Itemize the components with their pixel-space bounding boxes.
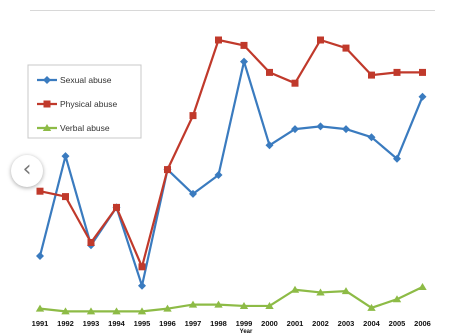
data-point-physical-abuse [62,193,69,201]
legend-items: Sexual abuse Physical abuse Verbal abuse [37,75,117,133]
data-point-physical-abuse [113,203,120,211]
data-point-verbal-abuse [86,307,96,315]
data-point-physical-abuse [266,68,273,76]
series-line-verbal-abuse [39,286,423,313]
series-line-physical-abuse [39,38,423,268]
legend: Sexual abuse Physical abuse Verbal abuse [27,64,142,139]
data-point-verbal-abuse [418,283,427,291]
data-point-sexual-abuse [393,154,401,163]
data-point-sexual-abuse [61,152,70,161]
previous-button[interactable]: ‹ [11,155,43,187]
data-point-verbal-abuse [61,307,70,315]
data-point-physical-abuse [87,239,95,246]
x-tick-label: 2005 [389,319,406,328]
x-tick-label: 1992 [57,319,74,328]
data-point-sexual-abuse [291,125,299,134]
legend-label: Physical abuse [60,99,117,109]
data-point-verbal-abuse [239,301,249,309]
x-tick-label: 2004 [363,319,381,328]
data-point-physical-abuse [189,112,197,120]
data-point-verbal-abuse [214,300,223,308]
x-axis-title: Year [240,329,253,335]
data-point-physical-abuse [36,187,44,195]
data-point-verbal-abuse [163,304,172,312]
data-point-verbal-abuse [290,285,300,293]
data-point-sexual-abuse [189,189,197,198]
data-point-verbal-abuse [341,287,351,295]
legend-marker [42,124,52,131]
x-tick-label: 2001 [287,319,304,328]
data-point-verbal-abuse [112,307,121,315]
x-tick-label: 1998 [210,319,227,328]
data-point-physical-abuse [317,36,324,44]
x-tick-label: 2002 [312,319,329,328]
data-point-verbal-abuse [316,288,325,296]
legend-label: Sexual abuse [60,75,112,85]
data-point-verbal-abuse [265,301,274,309]
x-tick-label: 2000 [261,319,278,328]
data-point-sexual-abuse [265,141,274,150]
x-tick-label: 1996 [159,319,176,328]
data-point-physical-abuse [291,79,299,87]
data-point-sexual-abuse [240,57,248,66]
x-axis-ticks: 1991 1992 1993 1994 1995 1996 1997 1998 1999 2000… [32,319,431,328]
series-layer [35,36,427,315]
data-point-sexual-abuse [418,92,427,101]
data-point-physical-abuse [138,263,146,271]
data-point-sexual-abuse [214,171,223,179]
x-tick-label: 1997 [185,319,202,328]
x-tick-label: 1995 [134,319,151,328]
data-point-verbal-abuse [392,295,402,303]
top-divider [30,10,435,11]
x-tick-label: 1993 [83,319,100,328]
x-tick-label: 2003 [338,319,355,328]
x-tick-label: 1994 [108,319,126,328]
data-point-physical-abuse [368,71,375,79]
x-tick-label: 1999 [236,319,253,328]
legend-marker [43,100,51,108]
data-point-verbal-abuse [35,304,45,312]
data-point-sexual-abuse [36,252,44,260]
data-point-physical-abuse [393,68,401,76]
data-point-sexual-abuse [342,125,350,134]
data-point-physical-abuse [240,41,248,49]
data-point-physical-abuse [164,166,171,174]
data-point-verbal-abuse [137,307,147,315]
x-tick-label: 1991 [32,319,49,328]
data-point-physical-abuse [215,36,222,44]
data-point-sexual-abuse [138,281,146,290]
data-point-physical-abuse [342,44,350,52]
data-point-sexual-abuse [367,133,376,142]
legend-label: Verbal abuse [60,123,110,133]
data-point-sexual-abuse [316,122,325,131]
data-point-physical-abuse [419,68,426,76]
legend-marker [43,76,51,84]
data-point-verbal-abuse [367,303,376,311]
chevron-left-icon: ‹ [22,156,32,182]
data-point-verbal-abuse [188,300,198,308]
x-tick-label: 2006 [414,319,431,328]
